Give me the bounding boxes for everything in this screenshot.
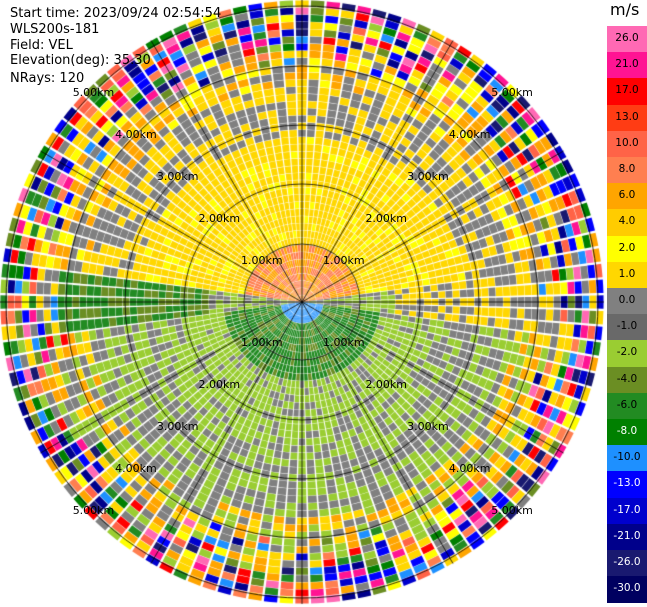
colorbar-cell (607, 261, 647, 289)
colorbar-cell (607, 52, 647, 79)
range-ring-label: 5.00km (72, 504, 115, 518)
colorbar-tick-label: 21.0 (615, 58, 639, 71)
colorbar-cell (607, 471, 647, 499)
elevation-label: Elevation(deg): 35.30 (10, 53, 151, 68)
colorbar-tick-label: -4.0 (616, 372, 638, 385)
range-ring-label: 1.00km (323, 253, 365, 267)
colorbar-cell (607, 104, 647, 132)
colorbar-tick-label: -26.0 (613, 556, 641, 568)
range-ring-label: 3.00km (407, 420, 449, 434)
colorbar-tick-label: 1.0 (618, 267, 636, 280)
colorbar-units: m/s (610, 0, 640, 19)
field-label: Field: VEL (10, 38, 73, 53)
colorbar-tick-label: 10.0 (615, 136, 639, 149)
colorbar-cell (607, 392, 647, 420)
colorbar-cell (607, 157, 647, 184)
nrays-label: NRays: 120 (10, 71, 85, 86)
range-ring-label: 3.00km (156, 420, 199, 434)
range-ring-label: 2.00km (198, 211, 241, 225)
colorbar-tick-label: 4.0 (618, 215, 636, 228)
range-ring-label: 5.00km (491, 85, 533, 99)
colorbar-tick-label: -6.0 (616, 398, 638, 411)
colorbar-cell (607, 288, 647, 315)
instrument-label: WLS200s-181 (10, 22, 100, 37)
colorbar-cell (607, 209, 647, 237)
range-ring-label: 2.00km (365, 211, 408, 225)
colorbar-tick-label: 17.0 (615, 84, 639, 97)
range-ring-label: 1.00km (323, 336, 365, 349)
range-ring-label: 4.00km (115, 128, 157, 142)
colorbar-cell (607, 419, 647, 446)
colorbar-tick-label: 8.0 (618, 163, 636, 175)
colorbar-cell (607, 550, 647, 577)
colorbar-tick-label: 13.0 (615, 110, 639, 123)
colorbar-cell (607, 26, 647, 53)
colorbar-cell (607, 130, 647, 158)
range-ring-label: 1.00km (240, 336, 283, 349)
colorbar-tick-label: -13.0 (613, 477, 641, 490)
range-ring-label: 3.00km (407, 169, 449, 183)
range-ring-label: 2.00km (198, 378, 241, 392)
colorbar-tick-label: 26.0 (615, 32, 639, 44)
colorbar-tick-label: -30.0 (613, 582, 641, 595)
colorbar-tick-label: 0.0 (618, 294, 636, 306)
colorbar-cell (607, 235, 647, 263)
colorbar-tick-label: -17.0 (613, 503, 641, 516)
colorbar-cell (607, 366, 647, 394)
colorbar-tick-label: 2.0 (618, 241, 636, 254)
colorbar-tick-label: -8.0 (616, 425, 638, 437)
colorbar-cell (607, 497, 647, 525)
colorbar-tick-label: -21.0 (613, 529, 641, 542)
colorbar-cell (607, 523, 647, 551)
range-ring-label: 2.00km (365, 378, 408, 392)
colorbar-tick-label: -1.0 (616, 320, 638, 333)
range-ring-label: 4.00km (448, 461, 491, 475)
colorbar-cell (607, 314, 647, 341)
colorbar-cell (607, 445, 647, 472)
colorbar-cell (607, 576, 647, 603)
range-ring-label: 3.00km (156, 169, 199, 183)
range-ring-label: 5.00km (72, 85, 115, 99)
range-ring-label: 4.00km (115, 461, 157, 475)
colorbar-cell (607, 78, 647, 106)
colorbar-cell (607, 340, 647, 368)
colorbar-tick-label: 6.0 (618, 189, 636, 202)
range-ring-label: 5.00km (491, 504, 533, 518)
colorbar-tick-label: -2.0 (616, 346, 638, 359)
range-ring-label: 4.00km (448, 128, 491, 142)
range-ring-label: 1.00km (240, 253, 283, 267)
start-time-label: Start time: 2023/09/24 02:54:54 (10, 6, 222, 21)
colorbar-cell (607, 183, 647, 210)
colorbar-tick-label: -10.0 (613, 451, 641, 464)
